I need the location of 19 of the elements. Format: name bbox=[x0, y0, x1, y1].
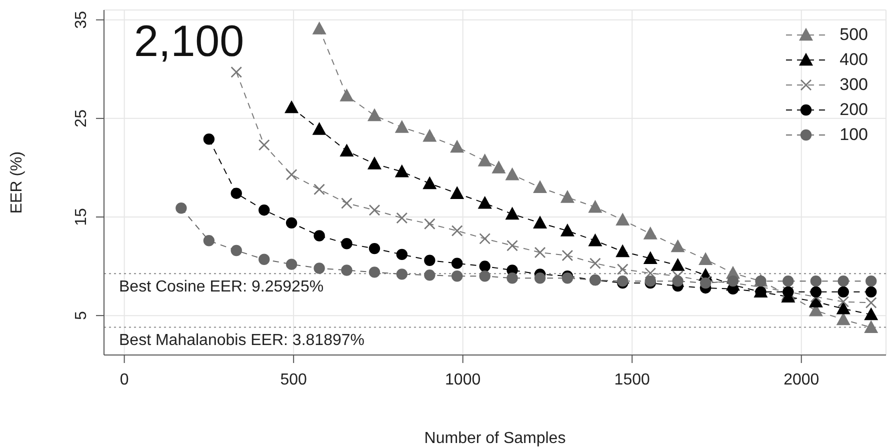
y-axis-title: EER (%) bbox=[8, 151, 26, 214]
y-tick-label: 15 bbox=[73, 208, 90, 226]
ref-line-label: Best Cosine EER: 9.25925% bbox=[119, 278, 324, 296]
legend-label: 300 bbox=[840, 74, 868, 94]
y-tick-label: 5 bbox=[73, 311, 90, 320]
y-tick-label: 25 bbox=[73, 109, 90, 128]
legend-label: 400 bbox=[840, 50, 868, 70]
ref-line-label: Best Mahalanobis EER: 3.81897% bbox=[119, 332, 364, 350]
x-tick-label: 1500 bbox=[614, 371, 650, 388]
x-axis-title: Number of Samples bbox=[424, 430, 566, 447]
y-tick-label: 35 bbox=[73, 10, 90, 29]
x-tick-label: 0 bbox=[120, 371, 129, 388]
x-tick-label: 2000 bbox=[784, 371, 820, 388]
legend-label: 100 bbox=[840, 124, 868, 144]
legend-label: 500 bbox=[840, 24, 868, 44]
x-tick-label: 500 bbox=[280, 371, 308, 388]
x-tick-label: 1000 bbox=[445, 371, 481, 388]
legend-label: 200 bbox=[840, 100, 868, 120]
annotation: 2,100 bbox=[134, 17, 244, 66]
